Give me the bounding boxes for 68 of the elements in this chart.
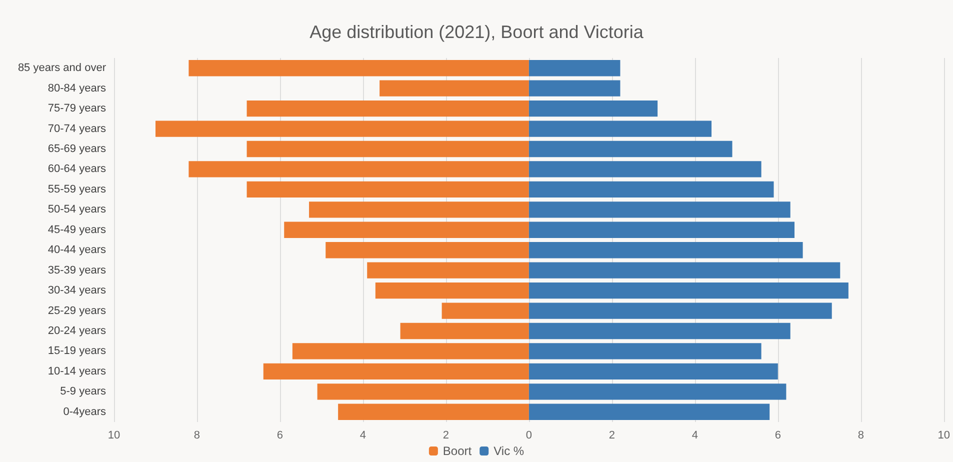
bar bbox=[528, 202, 790, 218]
bar bbox=[367, 262, 529, 278]
x-tick-label: 0 bbox=[526, 430, 532, 442]
bar bbox=[528, 302, 832, 319]
x-tick-label: 4 bbox=[692, 430, 698, 442]
bar bbox=[528, 384, 786, 400]
bar bbox=[338, 404, 529, 420]
bar bbox=[284, 222, 529, 238]
x-tick-label: 10 bbox=[938, 430, 950, 442]
chart-title: Age distribution (2021), Boort and Victoria bbox=[310, 22, 644, 42]
bar bbox=[188, 161, 529, 178]
legend-label: Boort bbox=[442, 444, 472, 458]
y-tick-label: 35-39 years bbox=[48, 264, 106, 276]
bar bbox=[317, 384, 529, 400]
bar bbox=[246, 100, 529, 117]
bar bbox=[528, 100, 658, 117]
bar bbox=[246, 140, 529, 158]
y-tick-label: 25-29 years bbox=[48, 304, 106, 317]
y-tick-label: 40-44 years bbox=[48, 244, 106, 256]
y-tick-label: 55-59 years bbox=[48, 183, 106, 196]
bar bbox=[155, 120, 529, 137]
bar bbox=[292, 343, 529, 360]
bar bbox=[263, 363, 529, 380]
bar bbox=[400, 322, 529, 340]
x-tick-label: 4 bbox=[360, 430, 366, 442]
y-tick-label: 10-14 years bbox=[48, 365, 106, 378]
bar bbox=[528, 222, 795, 238]
bar bbox=[528, 140, 732, 158]
y-tick-label: 75-79 years bbox=[48, 102, 106, 115]
bar bbox=[528, 262, 840, 278]
x-tick-label: 10 bbox=[108, 430, 120, 442]
bar bbox=[528, 120, 712, 137]
bar bbox=[326, 242, 529, 258]
bar bbox=[528, 343, 762, 360]
y-tick-label: 45-49 years bbox=[48, 224, 106, 236]
x-tick-label: 6 bbox=[276, 430, 284, 442]
bar bbox=[528, 60, 620, 76]
y-tick-label: 85 years and over bbox=[18, 62, 106, 74]
y-tick-label: 70-74 years bbox=[48, 122, 106, 135]
bar bbox=[528, 322, 790, 340]
bar bbox=[442, 302, 529, 319]
bar bbox=[380, 80, 529, 96]
x-tick-label: 8 bbox=[194, 430, 200, 442]
bar bbox=[528, 404, 770, 420]
bar bbox=[375, 282, 529, 299]
bar bbox=[528, 363, 778, 380]
y-tick-label: 5-9 years bbox=[60, 386, 106, 398]
bar bbox=[528, 242, 803, 258]
x-tick-label: 2 bbox=[442, 430, 450, 442]
y-tick-label: 50-54 years bbox=[48, 204, 106, 216]
y-tick-label: 80-84 years bbox=[48, 82, 106, 94]
y-tick-label: 20-24 years bbox=[48, 325, 106, 337]
bar bbox=[528, 181, 774, 198]
y-tick-label: 60-64 years bbox=[48, 163, 106, 176]
bar bbox=[188, 60, 529, 76]
y-tick-label: 65-69 years bbox=[48, 143, 106, 155]
y-tick-label: 0-4years bbox=[63, 406, 106, 418]
y-tick-label: 15-19 years bbox=[48, 345, 106, 358]
bar bbox=[528, 80, 620, 96]
x-tick-label: 6 bbox=[774, 430, 781, 442]
legend-label: Vic % bbox=[494, 444, 524, 458]
bar bbox=[528, 161, 762, 178]
bar bbox=[528, 282, 848, 299]
bar bbox=[309, 202, 529, 218]
bar bbox=[246, 181, 529, 198]
x-tick-label: 8 bbox=[858, 430, 864, 442]
y-tick-label: 30-34 years bbox=[48, 284, 106, 297]
x-tick-label: 2 bbox=[608, 430, 615, 442]
